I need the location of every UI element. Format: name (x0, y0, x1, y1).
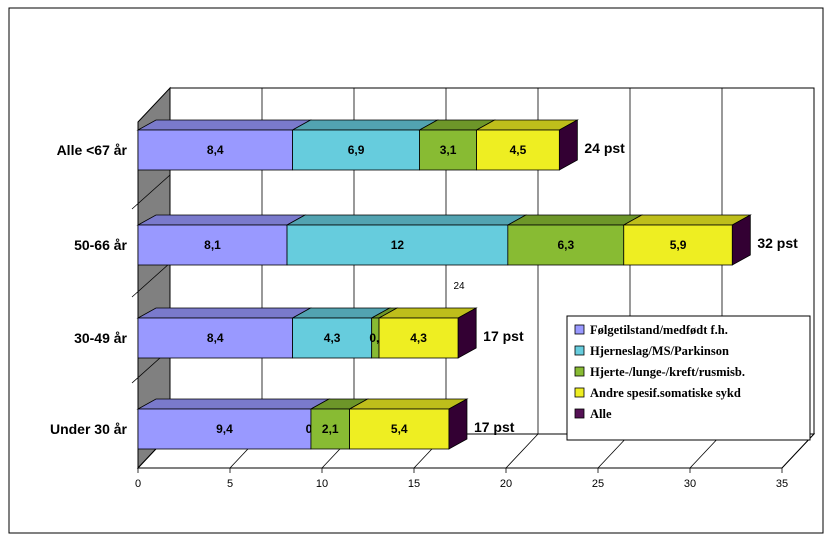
x-tick-label: 15 (408, 478, 420, 490)
legend (566, 315, 811, 441)
x-tick-label: 35 (776, 478, 788, 490)
x-tick-label: 30 (684, 478, 696, 490)
legend-label: Hjerneslag/MS/Parkinson (590, 344, 729, 358)
legend-label: Følgetilstand/medfødt f.h. (590, 323, 728, 337)
bar-segment (349, 408, 450, 450)
data-label: 4,5 (510, 143, 527, 157)
category-label: Under 30 år (50, 421, 128, 437)
x-tick-label: 10 (316, 478, 328, 490)
data-label: 4,3 (324, 331, 341, 345)
chart-border (8, 7, 824, 534)
legend-label: Hjerte-/lunge-/kreft/rusmisb. (590, 365, 745, 379)
data-label: 8,1 (204, 238, 221, 252)
data-label: 9,4 (216, 422, 233, 436)
x-tick-label: 0 (135, 478, 141, 490)
x-tick-label: 20 (500, 478, 512, 490)
x-tick-label: 5 (227, 478, 233, 490)
legend-swatch (574, 387, 585, 398)
total-label: 32 pst (757, 235, 798, 251)
bar-top-face (136, 214, 307, 226)
data-label: 8,4 (207, 143, 224, 157)
bar-segment (137, 317, 293, 359)
bar-end-face (731, 214, 751, 266)
bar-segment (476, 129, 560, 171)
bar-segment (292, 317, 373, 359)
bar-end-face (448, 398, 468, 450)
category-label: 30-49 år (74, 330, 127, 346)
data-label: 5,4 (391, 422, 408, 436)
bar-top-face (348, 398, 469, 410)
legend-swatch (574, 408, 585, 419)
bar-segment (419, 129, 477, 171)
bar-top-face (136, 398, 331, 410)
total-label: 17 pst (483, 328, 524, 344)
bar-segment (378, 317, 459, 359)
data-label: 4,3 (410, 331, 427, 345)
data-label: 5,9 (670, 238, 687, 252)
y-tick (131, 262, 171, 298)
bar-segment (137, 408, 312, 450)
floor-gridline (505, 433, 539, 469)
total-label: 17 pst (474, 419, 515, 435)
bar-segment (137, 129, 293, 171)
data-label: 0 (306, 422, 313, 436)
bar-segment (623, 224, 733, 266)
legend-swatch (574, 366, 585, 377)
data-label: 6,3 (557, 238, 574, 252)
category-label: Alle <67 år (57, 142, 128, 158)
bar-top-face (136, 307, 313, 319)
data-label: 6,9 (348, 143, 365, 157)
bar-top-face (285, 214, 528, 226)
total-label: 24 pst (584, 140, 625, 156)
bar-top-face (622, 214, 752, 226)
legend-label: Alle (590, 407, 612, 421)
legend-swatch (574, 324, 585, 335)
data-label: 2,1 (322, 422, 339, 436)
legend-label: Andre spesif.somatiske sykd (590, 386, 741, 400)
category-label: 50-66 år (74, 237, 127, 253)
bar-top-face (291, 119, 440, 131)
x-tick-label: 25 (592, 478, 604, 490)
legend-swatch (574, 345, 585, 356)
annotation-label: 24 (453, 281, 465, 292)
y-tick (131, 174, 171, 210)
bar-top-face (506, 214, 644, 226)
bar-top-face (136, 119, 313, 131)
bar-segment (137, 224, 288, 266)
bar-end-face (558, 119, 578, 171)
data-label: 3,1 (440, 143, 457, 157)
data-label: 8,4 (207, 331, 224, 345)
data-label: 12 (391, 238, 405, 252)
bar-end-face (457, 307, 477, 359)
